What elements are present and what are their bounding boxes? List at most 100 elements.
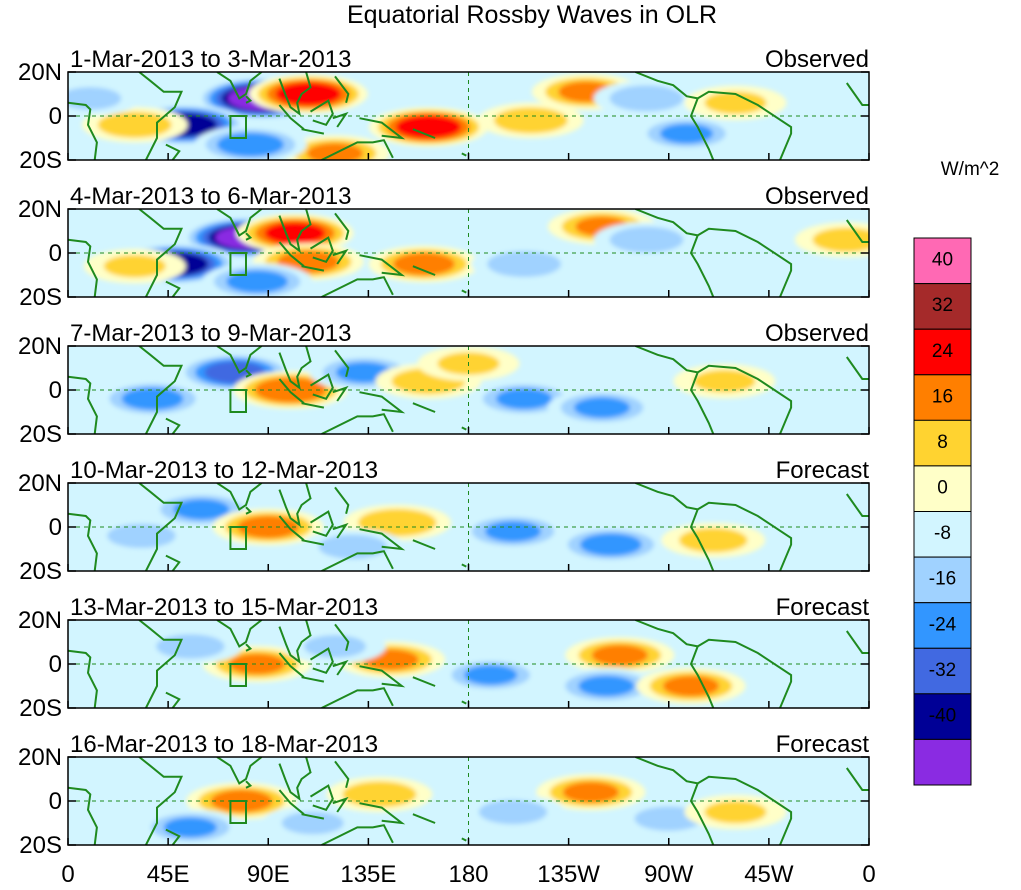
- panel-status: Forecast: [776, 594, 870, 621]
- coastlines: [68, 209, 869, 297]
- panel-period: 16-Mar-2013 to 18-Mar-2013: [70, 731, 378, 758]
- coastline-6: [278, 346, 312, 391]
- coastline-7: [278, 104, 305, 130]
- anomaly-3-level-5: [281, 84, 336, 104]
- x-tick-label: 135W: [537, 861, 600, 888]
- coastline-3: [165, 417, 181, 434]
- panel-period: 1-Mar-2013 to 3-Mar-2013: [70, 46, 351, 73]
- anomaly-9-level-3: [619, 88, 674, 109]
- anomaly-6-level-3: [641, 808, 697, 829]
- coastline-16: [635, 757, 698, 785]
- coastline-18: [689, 235, 715, 297]
- coastline-15: [461, 563, 467, 568]
- coastline-10: [332, 659, 349, 676]
- coastline-13: [321, 687, 394, 708]
- y-tick-label: 20S: [19, 421, 62, 448]
- coastline-2: [138, 346, 184, 434]
- anomaly-3-level-5: [268, 223, 322, 244]
- coastlines: [68, 346, 869, 434]
- coastline-1: [68, 375, 98, 434]
- coastline-11: [334, 486, 350, 515]
- colorbar-label: -16: [929, 569, 956, 590]
- coastline-13: [321, 824, 394, 845]
- anomaly-4-level-4: [486, 521, 540, 542]
- colorbar-bin: [913, 283, 972, 330]
- y-tick-label: 20N: [18, 470, 62, 497]
- x-tick-label: 135E: [340, 861, 396, 888]
- coastline-18: [689, 646, 715, 708]
- coastline-8: [301, 402, 325, 409]
- coastline-10: [332, 522, 349, 539]
- anomaly-6-level-4: [497, 389, 551, 409]
- coastline-11: [334, 75, 350, 104]
- coastline-12: [359, 665, 406, 688]
- coastline-6: [278, 620, 312, 665]
- y-tick-label: 20N: [18, 744, 62, 771]
- y-tick-label: 0: [49, 377, 62, 404]
- anomaly-1-level-4: [175, 499, 228, 520]
- coastline-7: [278, 652, 305, 678]
- y-tick-label: 20N: [18, 196, 62, 223]
- coastline-11: [334, 623, 350, 652]
- coastline-5: [245, 95, 253, 104]
- coastline-16: [635, 72, 698, 100]
- x-tick-label: 0: [862, 861, 875, 888]
- coastline-10: [332, 385, 349, 402]
- coastline-14: [412, 265, 436, 276]
- anomaly-7-level-3: [503, 110, 558, 131]
- anomaly-5-level-3: [485, 801, 541, 823]
- colorbar-label: 24: [932, 341, 954, 362]
- colorbar-label: 8: [937, 432, 948, 453]
- coastline-4: [216, 209, 263, 237]
- coastline-4: [216, 757, 263, 785]
- coastline-9: [309, 373, 334, 400]
- coastline-9: [309, 236, 334, 263]
- colorbar-bin: [913, 602, 972, 649]
- coastline-14: [412, 128, 436, 139]
- coastline-6: [278, 757, 312, 802]
- panel-period: 10-Mar-2013 to 12-Mar-2013: [70, 457, 378, 484]
- coastline-10: [332, 248, 349, 265]
- anomaly-4-level-5: [401, 117, 456, 137]
- coastline-11: [334, 760, 350, 789]
- coastline-11: [334, 349, 350, 378]
- coastline-8: [301, 813, 325, 820]
- coastline-7: [278, 241, 305, 267]
- coastline-15: [461, 426, 467, 431]
- coastline-4: [216, 346, 263, 374]
- panel-status: Observed: [765, 46, 869, 73]
- coastline-16: [635, 209, 698, 237]
- coastline-14: [412, 402, 436, 413]
- panel-period: 4-Mar-2013 to 6-Mar-2013: [70, 183, 351, 210]
- panel-status: Observed: [765, 183, 869, 210]
- coastline-18: [689, 372, 715, 434]
- coastline-13: [321, 276, 394, 297]
- x-axis: 0 45E 90E 135E 180 135W 90W 45W 0: [61, 861, 875, 888]
- panel-period: 13-Mar-2013 to 15-Mar-2013: [70, 594, 378, 621]
- coastline-7: [278, 789, 305, 815]
- coastline-15: [461, 289, 467, 294]
- anomaly-3-level-4: [126, 389, 179, 409]
- panel-2: 20N 0 20S 4-Mar-2013 to 6-Mar-2013 Observed: [18, 183, 870, 311]
- chart-title: Equatorial Rossby Waves in OLR: [347, 1, 717, 29]
- y-tick-label: 20N: [18, 607, 62, 634]
- panel-4: 20N 0 20S 10-Mar-2013 to 12-Mar-2013 Forecas…: [18, 457, 870, 585]
- panel-period: 7-Mar-2013 to 9-Mar-2013: [70, 320, 351, 347]
- coastline-14: [412, 676, 436, 687]
- anomaly-field: [68, 72, 869, 160]
- coastline-4: [216, 620, 263, 648]
- coastline-9: [309, 510, 334, 537]
- coastline-8: [301, 128, 325, 135]
- colorbar-bin: [913, 328, 972, 376]
- panel-5: 20N 0 20S 13-Mar-2013 to 15-Mar-2013 Forecas…: [18, 594, 870, 722]
- y-tick-label: 0: [49, 651, 62, 678]
- anomaly-12-level-3: [68, 87, 119, 109]
- coastline-16: [635, 346, 698, 374]
- coastline-17: [697, 90, 793, 160]
- anomaly-6-level-4: [230, 271, 284, 292]
- coastline-17: [697, 638, 793, 708]
- y-tick-label: 0: [49, 514, 62, 541]
- coastline-5: [245, 232, 253, 241]
- coastline-1: [68, 786, 98, 845]
- colorbar-label: -40: [929, 705, 956, 726]
